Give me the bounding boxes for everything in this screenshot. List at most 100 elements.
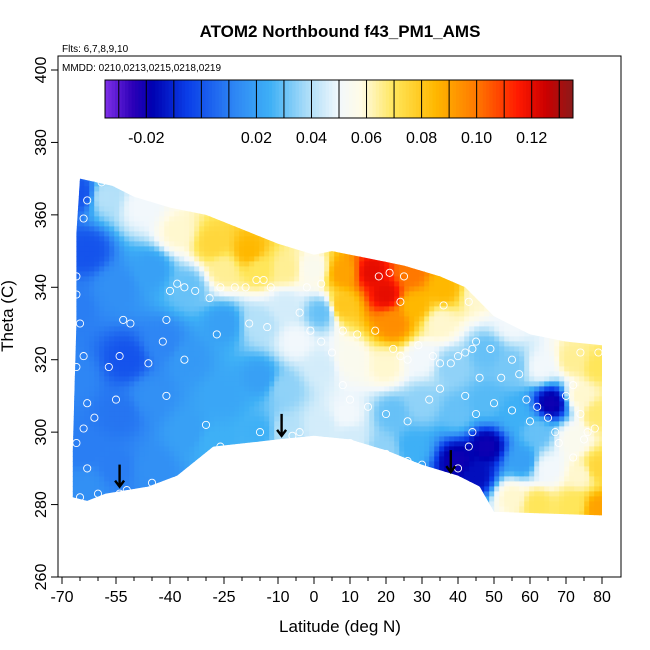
observation-point (165, 286, 175, 295)
observation-point (403, 417, 412, 426)
observation-point (83, 196, 92, 205)
observation-point (471, 337, 481, 346)
observation-point (396, 297, 405, 306)
observation-point (403, 457, 412, 466)
y-tick-label: 280 (33, 491, 50, 518)
observation-point (306, 326, 315, 335)
colorbar-cells (105, 80, 574, 118)
observation-point (90, 413, 99, 422)
y-axis: 260 280 300 320 340 360 380 400 (33, 57, 58, 590)
observation-point (245, 319, 254, 328)
observation-point (72, 438, 81, 448)
observation-point (554, 438, 563, 448)
observation-point (497, 373, 506, 382)
observation-point (115, 489, 124, 498)
observation-point (507, 355, 517, 364)
observation-point (464, 297, 473, 306)
x-tick-label: 20 (377, 589, 395, 606)
observation-point (317, 279, 326, 288)
x-tick-label: -70 (50, 589, 73, 606)
x-tick-label: 30 (413, 589, 431, 606)
observation-point (79, 424, 88, 433)
observation-point (515, 370, 524, 379)
observation-point (439, 301, 448, 310)
observation-point (72, 290, 81, 299)
observation-point (389, 344, 398, 353)
observation-point (551, 428, 560, 437)
colorbar-tick-label: 0.08 (406, 130, 437, 147)
observation-point (417, 460, 427, 469)
observation-point (475, 373, 484, 382)
observation-point (461, 391, 470, 400)
observation-point (464, 442, 473, 451)
observation-point (83, 464, 92, 473)
observation-point (399, 272, 409, 281)
observation-point (453, 352, 463, 361)
x-tick-label: 0 (310, 589, 319, 606)
observation-point (162, 391, 171, 400)
x-tick-label: 70 (557, 589, 575, 606)
observation-point (579, 435, 589, 444)
colorbar: -0.02 0.02 0.04 0.06 0.08 0.10 0.12 (104, 79, 574, 147)
observation-point (75, 319, 85, 328)
observation-point (317, 337, 326, 346)
y-tick-label: 400 (33, 57, 50, 84)
observation-point (288, 431, 297, 440)
y-tick-label: 300 (33, 419, 50, 446)
colorbar-tick-label: 0.10 (461, 130, 492, 147)
observation-point (104, 362, 113, 372)
x-tick-label: -25 (212, 589, 235, 606)
observation-point (594, 348, 603, 357)
observation-point (381, 409, 391, 419)
colorbar-tick-label: 0.02 (241, 130, 272, 147)
observation-point (111, 395, 121, 404)
y-tick-label: 340 (33, 274, 50, 301)
colorbar-tick-label: 0.12 (516, 130, 547, 147)
observation-point (122, 486, 131, 495)
observation-point (241, 283, 250, 292)
observation-point (216, 283, 225, 292)
flight-arrows (114, 413, 457, 489)
observation-point (371, 326, 380, 335)
colorbar-labels: -0.02 0.02 0.04 0.06 0.08 0.10 0.12 (128, 130, 547, 147)
observation-point (331, 442, 340, 451)
observation-point (425, 395, 434, 404)
observation-point (576, 348, 585, 357)
observation-point (180, 355, 189, 364)
observation-point (353, 330, 362, 339)
observation-point (216, 442, 225, 451)
observation-point (173, 279, 182, 288)
x-tick-label: 10 (341, 589, 359, 606)
observation-point (468, 428, 477, 437)
observation-point (522, 395, 531, 404)
observation-point (561, 391, 571, 400)
observation-point (590, 424, 599, 433)
observation-point (385, 268, 394, 277)
observation-point (486, 344, 495, 353)
observation-point (363, 402, 373, 411)
observation-point (533, 402, 542, 411)
flights-note: Flts: 6,7,8,9,10 (62, 44, 129, 55)
observation-point (255, 428, 265, 437)
observation-point (191, 286, 200, 295)
colorbar-dividers (118, 80, 560, 118)
colorbar-tick-label: -0.02 (128, 130, 165, 147)
chart-title: ATOM2 Northbound f43_PM1_AMS (200, 22, 481, 41)
observation-point (93, 489, 103, 498)
observation-point (403, 355, 412, 364)
observation-point (126, 319, 135, 328)
observation-point (507, 406, 517, 415)
observation-point (345, 438, 355, 448)
observation-point (396, 352, 405, 361)
x-tick-label: -55 (104, 589, 127, 606)
observation-point (338, 381, 347, 390)
colorbar-border (104, 79, 574, 119)
observation-point (381, 449, 391, 458)
colorbar-tick-label: 0.06 (351, 130, 382, 147)
observation-point (79, 214, 88, 223)
observation-point (468, 344, 477, 353)
observation-point (374, 272, 383, 281)
observation-point (263, 323, 272, 332)
observation-point (576, 409, 585, 419)
